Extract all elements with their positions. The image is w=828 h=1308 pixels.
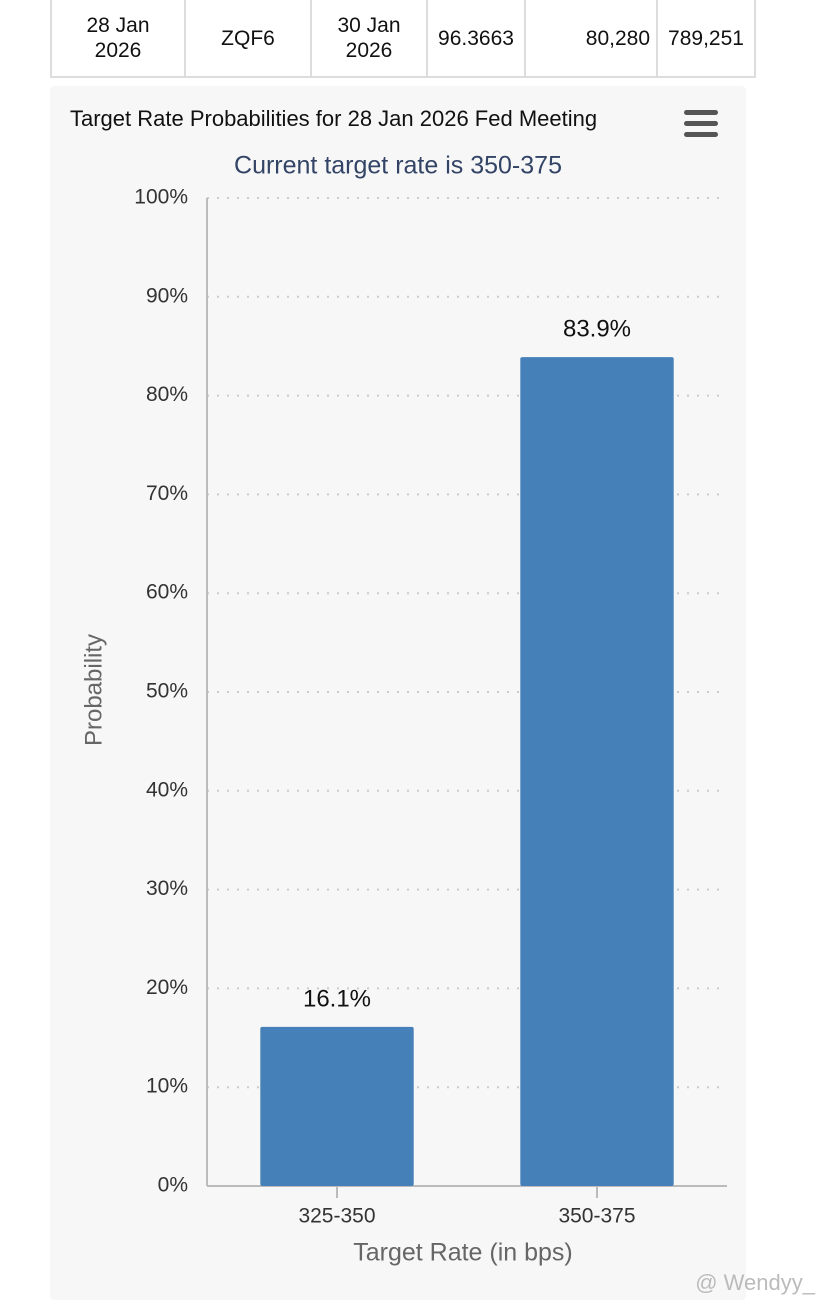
data-label: 16.1% [303,985,371,1012]
y-tick-label: 80% [146,383,188,406]
data-table: 28 Jan 2026 ZQF6 30 Jan 2026 96.3663 80,… [50,0,756,78]
y-tick-label: 20% [146,976,188,999]
chart-subtitle: Current target rate is 350-375 [234,152,562,180]
bar [520,357,674,1186]
cell: 96.3663 [426,0,526,78]
y-tick-label: 40% [146,778,188,801]
table-row: 28 Jan 2026 ZQF6 30 Jan 2026 96.3663 80,… [50,0,756,78]
x-axis-title: Target Rate (in bps) [353,1239,573,1267]
menu-bar [684,110,718,115]
data-label: 83.9% [563,315,631,342]
y-tick-label: 70% [146,482,188,505]
cell: ZQF6 [184,0,312,78]
menu-bar [684,121,718,126]
menu-button[interactable] [684,110,718,137]
y-tick-label: 100% [134,186,188,209]
watermark: @ Wendyy_ [695,1270,816,1295]
menu-bar [684,132,718,137]
y-tick-label: 50% [146,680,188,703]
y-axis-title: Probability [80,634,107,746]
y-tick-label: 60% [146,581,188,604]
chart-title: Target Rate Probabilities for 28 Jan 202… [70,106,597,131]
y-tick-label: 10% [146,1075,188,1098]
y-tick-label: 90% [146,284,188,307]
cell: 30 Jan 2026 [310,0,428,78]
cell: 28 Jan 2026 [50,0,186,78]
y-tick-label: 0% [158,1174,188,1197]
y-tick-label: 30% [146,877,188,900]
x-tick-label: 350-375 [558,1205,635,1228]
cell: 789,251 [656,0,756,78]
cell: 80,280 [524,0,658,78]
x-tick-label: 325-350 [298,1205,375,1228]
bar [260,1026,414,1186]
